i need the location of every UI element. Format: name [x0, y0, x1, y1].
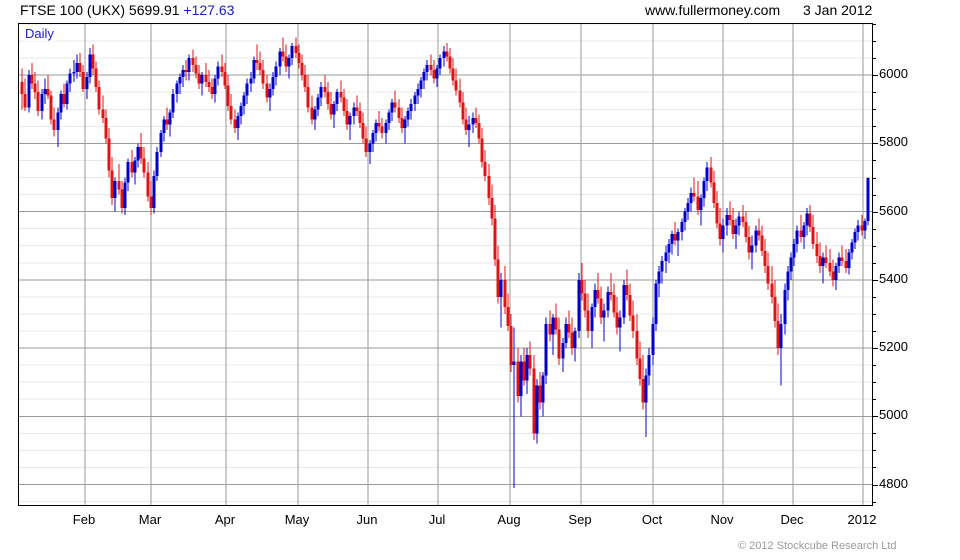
y-axis-minor-tick	[873, 228, 876, 230]
x-axis-tick-label: Apr	[214, 512, 236, 527]
copyright-notice: © 2012 Stockcube Research Ltd	[738, 540, 897, 552]
y-axis-tick-mark	[873, 143, 878, 145]
y-axis-minor-tick	[873, 41, 876, 43]
x-axis-tick-label: Jul	[428, 512, 446, 527]
y-axis-minor-tick	[873, 433, 876, 435]
y-axis-minor-tick	[873, 467, 876, 469]
y-axis-minor-tick	[873, 450, 876, 452]
y-axis-tick-label: 5400	[879, 270, 908, 286]
x-axis-tick-label: Dec	[780, 512, 804, 527]
y-axis: 6000 5800 5600 5400 5200 5000 4800	[873, 23, 953, 506]
price-change: +127.63	[183, 2, 235, 18]
y-axis-minor-tick	[873, 399, 876, 401]
y-axis-minor-tick	[873, 313, 876, 315]
y-axis-tick-label: 5200	[879, 339, 908, 355]
x-axis-tick-label: Feb	[72, 512, 96, 527]
y-axis-tick: 5600	[873, 203, 953, 218]
y-axis-tick: 5000	[873, 407, 953, 422]
x-axis-tick-label: Sep	[568, 512, 592, 527]
y-axis-tick-label: 4800	[879, 475, 908, 491]
y-axis-tick-mark	[873, 348, 878, 350]
candlestick-series	[20, 37, 870, 488]
y-axis-minor-tick	[873, 109, 876, 111]
y-axis-minor-tick	[873, 296, 876, 298]
instrument-title: FTSE 100 (UKX) 5699.91	[20, 2, 180, 18]
plot-area: Daily	[18, 23, 873, 506]
header-date: 3 Jan 2012	[803, 2, 873, 18]
y-axis-minor-tick	[873, 331, 876, 333]
chart-title: FTSE 100 (UKX) 5699.91 +127.63	[20, 2, 234, 20]
y-axis-tick-mark	[873, 416, 878, 418]
y-axis-tick-label: 6000	[879, 66, 908, 82]
y-axis-minor-tick	[873, 365, 876, 367]
x-axis: Feb Mar Apr May Jun Jul Aug Sep Oct Nov Dec 2012	[18, 506, 877, 532]
y-axis-minor-tick	[873, 177, 876, 179]
y-axis-minor-tick	[873, 126, 876, 128]
y-axis-tick: 5200	[873, 339, 953, 354]
gridlines	[19, 24, 872, 505]
y-axis-tick-label: 5600	[879, 202, 908, 218]
y-axis-tick-mark	[873, 75, 878, 77]
y-axis-tick: 5400	[873, 271, 953, 286]
timeframe-label: Daily	[23, 26, 56, 41]
x-axis-tick-label: Nov	[710, 512, 734, 527]
x-axis-tick-label: Jun	[356, 512, 378, 527]
y-axis-minor-tick	[873, 501, 876, 503]
x-axis-tick-label: May	[284, 512, 310, 527]
y-axis-minor-tick	[873, 382, 876, 384]
y-axis-tick-mark	[873, 211, 878, 213]
y-axis-minor-tick	[873, 245, 876, 247]
x-axis-tick-label: Oct	[641, 512, 663, 527]
site-url: www.fullermoney.com	[645, 2, 781, 18]
x-axis-tick-label: 2012	[847, 512, 877, 527]
y-axis-tick-label: 5000	[879, 407, 908, 423]
y-axis-tick: 4800	[873, 476, 953, 491]
y-axis-tick: 5800	[873, 134, 953, 149]
y-axis-minor-tick	[873, 92, 876, 94]
y-axis-minor-tick	[873, 262, 876, 264]
y-axis-minor-tick	[873, 58, 876, 60]
y-axis-minor-tick	[873, 194, 876, 196]
y-axis-tick: 6000	[873, 66, 953, 81]
y-axis-tick-mark	[873, 484, 878, 486]
x-axis-tick-label: Aug	[497, 512, 521, 527]
x-axis-tick-label: Mar	[138, 512, 162, 527]
y-axis-minor-tick	[873, 24, 876, 25]
y-axis-minor-tick	[873, 160, 876, 162]
y-axis-tick-mark	[873, 279, 878, 281]
y-axis-tick-label: 5800	[879, 134, 908, 150]
